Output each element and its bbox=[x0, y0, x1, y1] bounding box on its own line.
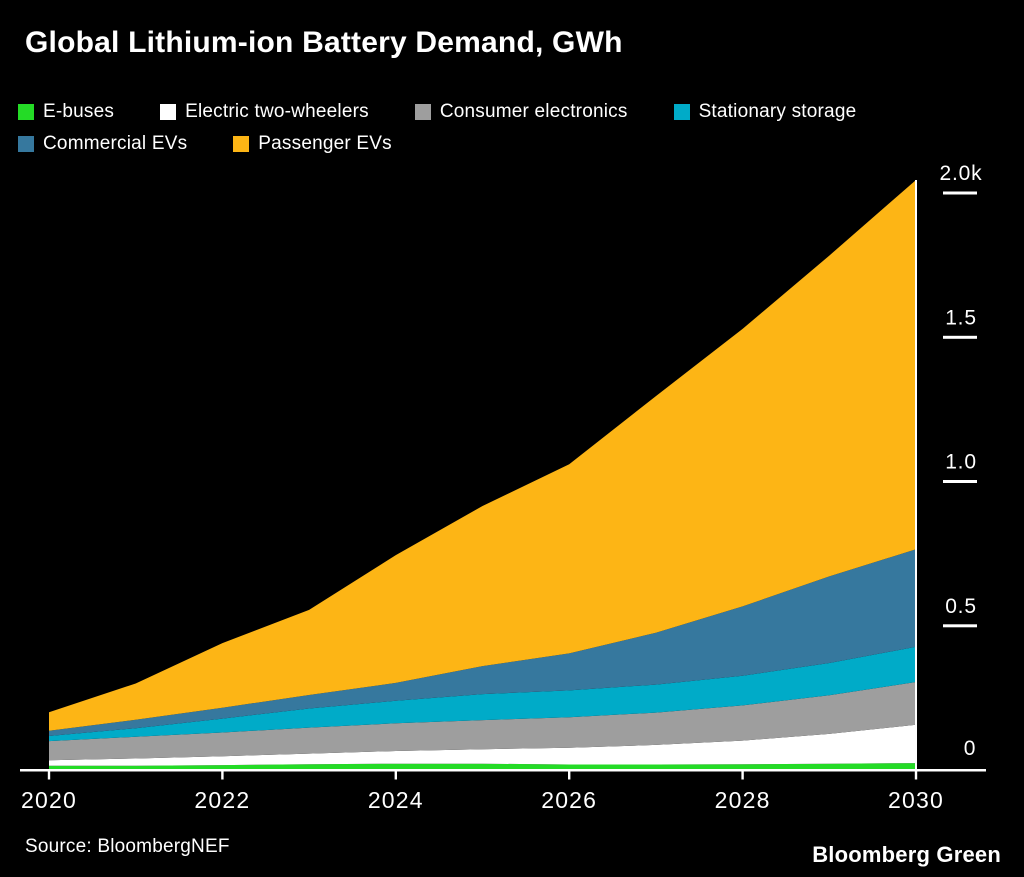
y-tick-dash-2-0k bbox=[943, 191, 977, 195]
y-tick-label-2-0k: 2.0k bbox=[940, 162, 983, 185]
x-tick-label-2024: 2024 bbox=[368, 787, 424, 813]
x-axis-line bbox=[20, 769, 986, 772]
legend-swatch-commercial-evs bbox=[18, 136, 34, 152]
legend-label-passenger-evs: Passenger EVs bbox=[258, 133, 392, 154]
legend-label-consumer-electronics: Consumer electronics bbox=[439, 101, 628, 122]
legend-item-stationary-storage: Stationary storage bbox=[673, 101, 857, 123]
area-stationary-storage bbox=[49, 646, 916, 742]
x-tick-2028 bbox=[741, 771, 744, 780]
legend-swatch-passenger-evs bbox=[233, 136, 250, 152]
brand-logo: Bloomberg Green bbox=[812, 842, 1001, 867]
source-note: Source: BloombergNEF bbox=[25, 836, 230, 857]
chart-title: Global Lithium-ion Battery Demand, GWh bbox=[25, 26, 623, 59]
x-tick-2026 bbox=[568, 771, 571, 780]
x-tick-2024 bbox=[394, 771, 397, 780]
plot-right-edge-line bbox=[915, 180, 917, 770]
y-tick-label-0: 0 bbox=[964, 737, 976, 760]
area-commercial-evs bbox=[49, 549, 916, 736]
area-passenger-evs bbox=[49, 180, 916, 731]
area-e-buses bbox=[49, 763, 916, 770]
y-tick-dash-0-5 bbox=[943, 624, 977, 628]
x-tick-2022 bbox=[221, 771, 224, 780]
legend-label-electric-two-wheelers: Electric two-wheelers bbox=[185, 101, 369, 122]
y-tick-dash-1-0 bbox=[943, 480, 977, 483]
x-tick-2020 bbox=[47, 771, 51, 780]
x-tick-label-2030: 2030 bbox=[888, 787, 944, 813]
legend-item-passenger-evs: Passenger EVs bbox=[233, 133, 392, 155]
area-consumer-electronics bbox=[49, 682, 916, 761]
legend-label-stationary-storage: Stationary storage bbox=[698, 101, 857, 122]
y-tick-label-1-5: 1.5 bbox=[945, 306, 977, 329]
legend-label-commercial-evs: Commercial EVs bbox=[43, 133, 188, 154]
legend-swatch-stationary-storage bbox=[673, 104, 690, 120]
legend-swatch-electric-two-wheelers bbox=[160, 104, 177, 120]
x-tick-label-2022: 2022 bbox=[194, 787, 250, 813]
y-tick-dash-1-5 bbox=[943, 335, 977, 339]
legend-swatch-consumer-electronics bbox=[414, 104, 431, 120]
legend-item-consumer-electronics: Consumer electronics bbox=[414, 101, 628, 123]
y-tick-label-1-0: 1.0 bbox=[945, 451, 977, 474]
area-electric-two-wheelers bbox=[49, 724, 916, 766]
x-tick-label-2028: 2028 bbox=[715, 787, 771, 813]
legend-label-e-buses: E-buses bbox=[43, 101, 115, 122]
x-tick-2030 bbox=[914, 771, 918, 780]
legend-swatch-e-buses bbox=[18, 104, 34, 120]
x-tick-label-2020: 2020 bbox=[21, 787, 77, 813]
legend: E-buses Electric two-wheelers Consumer ele… bbox=[18, 101, 998, 155]
legend-item-commercial-evs: Commercial EVs bbox=[18, 133, 187, 155]
legend-item-e-buses: E-buses bbox=[18, 101, 114, 123]
x-tick-label-2026: 2026 bbox=[541, 787, 597, 813]
legend-item-electric-two-wheelers: Electric two-wheelers bbox=[160, 101, 369, 123]
y-tick-label-0-5: 0.5 bbox=[945, 595, 977, 618]
